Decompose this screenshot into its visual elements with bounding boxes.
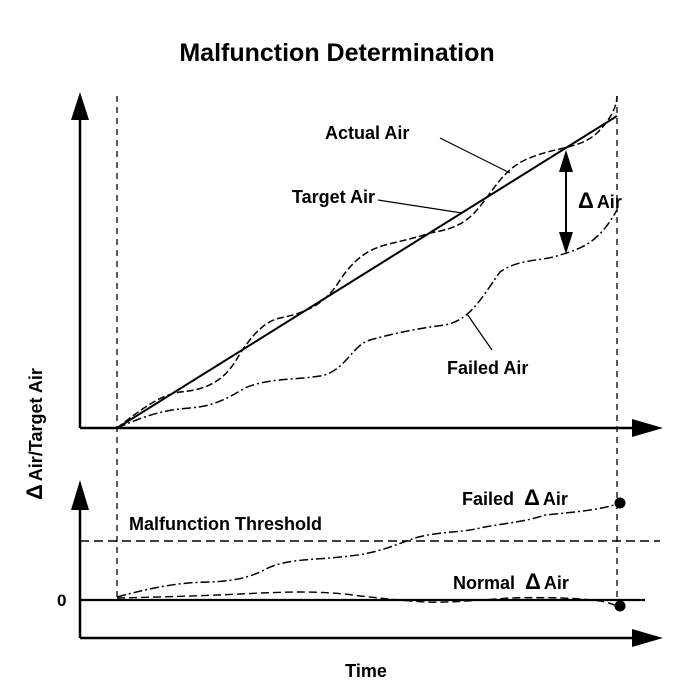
delta-air-arrow-top [559, 150, 573, 172]
target-air-label: Target Air [292, 187, 375, 207]
lower-x-axis-arrowhead [632, 629, 663, 647]
delta-air-arrow-bottom [559, 232, 573, 254]
y-axis-delta-symbol: Δ [22, 484, 47, 500]
failed-air-text: Air [543, 489, 568, 509]
failed-delta-symbol: Δ [524, 485, 540, 510]
zero-label: 0 [57, 591, 66, 610]
x-axis-label: Time [345, 661, 387, 681]
normal-delta-air-endpoint [614, 600, 626, 612]
malfunction-threshold-label: Malfunction Threshold [129, 514, 322, 534]
upper-y-axis-arrowhead [71, 92, 89, 120]
normal-text: Normal [453, 573, 515, 593]
actual-air-curve [116, 95, 618, 429]
failed-air-curve [116, 209, 618, 429]
failed-delta-air-endpoint [614, 497, 626, 509]
failed-air-label: Failed Air [447, 358, 528, 378]
lower-y-axis-arrowhead [71, 480, 89, 510]
failed-text: Failed [462, 489, 514, 509]
normal-delta-air-curve [116, 591, 618, 607]
normal-air-text: Air [544, 573, 569, 593]
normal-delta-air-label: Normal Δ Air [453, 569, 569, 594]
failed-delta-air-label: Failed Δ Air [462, 485, 568, 510]
actual-air-leader [439, 137, 511, 174]
diagram-title: Malfunction Determination [179, 39, 494, 67]
target-air-line [116, 115, 618, 429]
failed-delta-air-curve [116, 503, 618, 598]
delta-symbol: Δ [578, 188, 594, 213]
y-axis-label-text: Air/Target Air [26, 368, 46, 481]
actual-air-label: Actual Air [325, 123, 409, 143]
upper-x-axis-arrowhead [632, 419, 663, 437]
target-air-leader [377, 199, 463, 214]
delta-air-label: Δ Air [578, 188, 622, 213]
failed-air-leader [466, 313, 493, 351]
delta-air-text: Air [597, 192, 622, 212]
y-axis-label: Δ Air/Target Air [22, 368, 47, 500]
normal-delta-symbol: Δ [525, 569, 541, 594]
